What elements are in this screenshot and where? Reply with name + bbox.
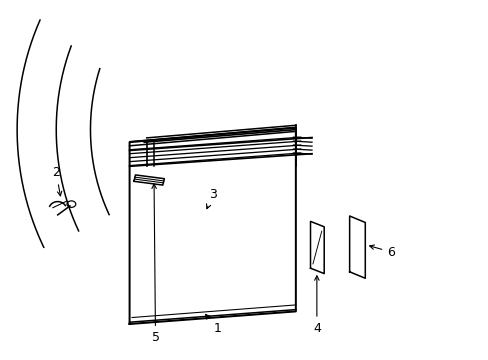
Text: 3: 3: [206, 188, 216, 209]
Text: 6: 6: [369, 245, 394, 258]
Text: 1: 1: [205, 314, 221, 335]
Text: 2: 2: [52, 166, 61, 196]
Text: 4: 4: [312, 276, 320, 335]
Text: 5: 5: [151, 184, 159, 344]
